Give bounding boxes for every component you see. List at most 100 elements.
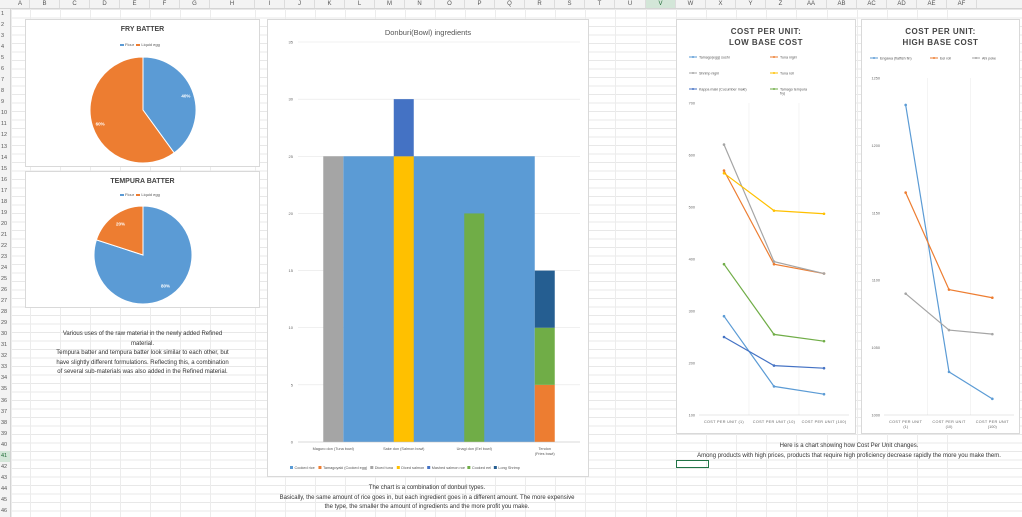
- row-header-cell[interactable]: 33: [1, 364, 8, 371]
- column-header-cell[interactable]: Q: [495, 0, 525, 8]
- row-header-cell[interactable]: 9: [1, 99, 5, 106]
- column-header-cell[interactable]: AF: [947, 0, 977, 8]
- column-header-cell[interactable]: U: [615, 0, 646, 8]
- row-header-cell[interactable]: 24: [1, 265, 8, 271]
- row-header-cell[interactable]: 14: [1, 154, 8, 161]
- column-header-cell[interactable]: Z: [766, 0, 796, 8]
- column-header-cell[interactable]: C: [60, 0, 90, 8]
- column-header-cell[interactable]: AC: [857, 0, 887, 8]
- row-header-cell[interactable]: 13: [1, 143, 8, 150]
- legend-swatch: [773, 56, 775, 58]
- row-header-cell[interactable]: 27: [1, 298, 8, 305]
- row-header[interactable]: 1 2 3 4 5 6 7 8 9 10 11 12 13 14 15 16 17 18 19 20 21 22 23 24 2…: [0, 9, 11, 517]
- high-base-cost-chart[interactable]: COST PER UNIT: HIGH BASE COST 1000 1050 11…: [861, 19, 1020, 434]
- row-header-cell[interactable]: 5: [1, 55, 5, 62]
- row-header-cell[interactable]: 37: [1, 408, 8, 415]
- row-header-cell[interactable]: 26: [1, 287, 8, 294]
- column-header-cell[interactable]: M: [375, 0, 405, 8]
- selected-cell[interactable]: [676, 460, 709, 468]
- row-header-cell[interactable]: 32: [1, 353, 8, 360]
- row-header-cell[interactable]: 22: [1, 242, 8, 249]
- fry-batter-chart[interactable]: FRY BATTER Flour Liquid egg 40% 60%: [25, 19, 260, 167]
- row-header-cell[interactable]: 36: [1, 397, 8, 404]
- column-header-cell[interactable]: J: [285, 0, 315, 8]
- column-header-cell[interactable]: T: [585, 0, 615, 8]
- column-header-cell[interactable]: V: [646, 0, 676, 8]
- row-header-cell[interactable]: 29: [1, 320, 8, 327]
- row-header-cell[interactable]: 35: [1, 386, 8, 393]
- row-header-cell[interactable]: 23: [1, 253, 8, 260]
- row-header-cell[interactable]: 6: [1, 66, 5, 73]
- row-header-cell[interactable]: 46: [1, 507, 8, 514]
- row-header-cell[interactable]: 44: [1, 485, 8, 492]
- row-header-cell[interactable]: 21: [1, 231, 8, 238]
- row-header-cell[interactable]: 4: [1, 44, 5, 51]
- column-header-cell[interactable]: AB: [827, 0, 857, 8]
- data-point: [822, 212, 826, 216]
- column-header-cell[interactable]: P: [465, 0, 495, 8]
- column-header-cell[interactable]: X: [706, 0, 736, 8]
- row-header-cell[interactable]: 3: [1, 33, 5, 40]
- note-line: Among products with high prices, product…: [697, 452, 1001, 459]
- column-header-cell[interactable]: AD: [887, 0, 917, 8]
- donburi-chart[interactable]: Donburi(Bowl) ingredients 0 5 10 15 20 25 30 35…: [267, 19, 589, 477]
- series-line: [905, 192, 993, 299]
- row-header-cell[interactable]: 19: [1, 209, 8, 216]
- column-header-cell[interactable]: E: [120, 0, 150, 8]
- row-header-cell[interactable]: 42: [1, 463, 8, 470]
- row-header-cell[interactable]: 16: [1, 176, 8, 183]
- row-header-cell[interactable]: 39: [1, 430, 8, 437]
- column-header-cell[interactable]: F: [150, 0, 180, 8]
- column-header-cell[interactable]: S: [555, 0, 585, 8]
- row-header-cell[interactable]: 7: [1, 77, 5, 84]
- x-tick-label: COST PER UNIT (100): [802, 420, 847, 424]
- row-header-cell[interactable]: 40: [1, 441, 8, 448]
- row-header-cell[interactable]: 2: [1, 22, 5, 29]
- row-header-cell[interactable]: 15: [1, 165, 8, 172]
- note-line: Here is a chart showing how Cost Per Uni…: [779, 443, 919, 449]
- row-header-cell[interactable]: 41: [0, 450, 10, 462]
- column-header-cell[interactable]: AE: [917, 0, 947, 8]
- column-header-cell[interactable]: A: [11, 0, 30, 8]
- row-header-cell[interactable]: 20: [1, 220, 8, 227]
- row-header-cell[interactable]: 38: [1, 419, 8, 426]
- column-header-cell[interactable]: R: [525, 0, 555, 8]
- row-header-cell[interactable]: 45: [1, 496, 8, 503]
- row-header-cell[interactable]: 43: [1, 474, 8, 481]
- row-header-cell[interactable]: 8: [1, 88, 5, 95]
- row-header-cell[interactable]: 18: [1, 198, 8, 205]
- column-header-cell[interactable]: H: [210, 0, 255, 8]
- cost-note: Here is a chart showing how Cost Per Uni…: [676, 442, 1022, 461]
- column-header-cell[interactable]: G: [180, 0, 210, 8]
- column-header-cell[interactable]: B: [30, 0, 60, 8]
- row-header-cell[interactable]: 28: [1, 309, 8, 316]
- legend-label: Long Shrimp: [498, 466, 520, 470]
- tempura-batter-chart[interactable]: TEMPURA BATTER Flour Liquid egg 80% 20%: [25, 171, 260, 308]
- pie-slice: [142, 56, 197, 154]
- column-header-cell[interactable]: AA: [796, 0, 827, 8]
- row-header-cell[interactable]: 12: [1, 132, 8, 139]
- column-header-cell[interactable]: L: [345, 0, 375, 8]
- row-header-cell[interactable]: 17: [1, 187, 8, 194]
- column-header-cell[interactable]: D: [90, 0, 120, 8]
- row-header-cell[interactable]: 1: [1, 11, 5, 17]
- legend-swatch: [427, 466, 431, 469]
- row-header-cell[interactable]: 25: [1, 276, 8, 283]
- legend-label: Tamago(egg) sushi: [699, 55, 730, 59]
- row-header-cell[interactable]: 11: [1, 121, 7, 128]
- row-header-cell[interactable]: 10: [1, 110, 8, 117]
- series-line: [723, 144, 825, 275]
- bar-tendon-segment: [534, 384, 555, 442]
- column-header-cell[interactable]: O: [435, 0, 465, 8]
- column-header-cell[interactable]: K: [315, 0, 345, 8]
- column-header-cell[interactable]: N: [405, 0, 435, 8]
- column-header-cell[interactable]: Y: [736, 0, 766, 8]
- column-header-cell[interactable]: I: [255, 0, 285, 8]
- row-header-cell[interactable]: 30: [1, 331, 8, 338]
- row-header-cell[interactable]: 31: [1, 342, 8, 349]
- column-header[interactable]: A B C D E F G H I J K L M N O P Q R S T U V W X Y Z AA AB AC AD AE AF: [0, 0, 1022, 9]
- row-header-cell[interactable]: 34: [1, 375, 8, 382]
- pie-label: 80%: [161, 283, 170, 288]
- column-header-cell[interactable]: W: [676, 0, 706, 8]
- low-base-cost-chart[interactable]: COST PER UNIT: LOW BASE COST 100 200 300 40…: [676, 19, 856, 434]
